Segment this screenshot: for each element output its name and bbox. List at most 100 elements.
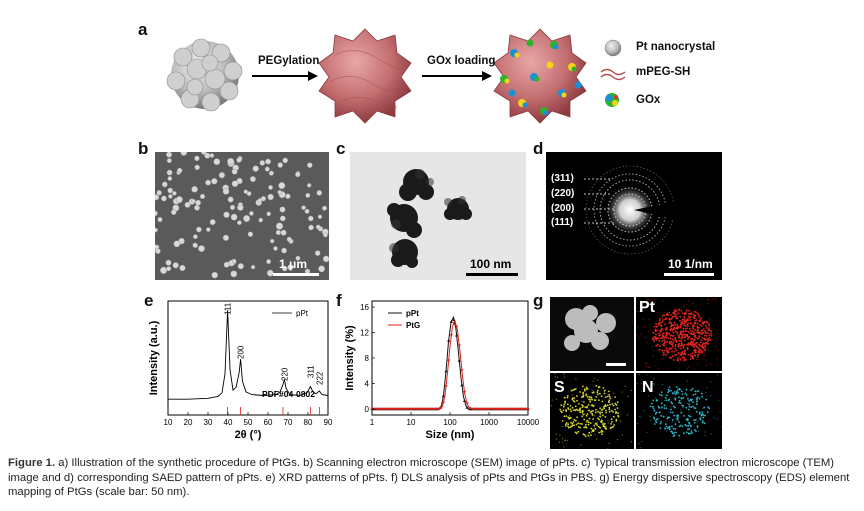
eds-dot <box>590 397 593 399</box>
eds-dot <box>599 392 601 395</box>
sem-particle <box>307 215 314 222</box>
sem-particle <box>243 215 251 223</box>
eds-dot <box>716 364 719 366</box>
eds-dot <box>679 356 681 358</box>
sem-particle <box>322 232 328 238</box>
eds-dot <box>584 413 586 415</box>
eds-dot <box>588 417 591 420</box>
eds-dot <box>611 426 614 428</box>
sem-particle <box>230 270 238 278</box>
eds-dot <box>679 339 682 342</box>
eds-dot <box>586 396 589 398</box>
eds-scalebar <box>606 363 626 366</box>
eds-dot <box>679 402 682 404</box>
eds-dot <box>681 404 683 407</box>
sem-particle <box>161 181 168 188</box>
dls-marker-ptg <box>515 407 520 411</box>
step2-label: GOx loading <box>427 55 496 67</box>
eds-dot <box>660 322 662 324</box>
xrd-x-tick-label: 70 <box>284 418 293 427</box>
eds-dot <box>591 398 593 401</box>
dls-x-axis-title: Size (nm) <box>426 429 475 441</box>
dls-marker-ptg <box>444 385 448 388</box>
eds-dot <box>587 404 590 406</box>
dls-marker-ptg <box>439 406 443 410</box>
eds-dot <box>654 301 656 303</box>
eds-dot <box>602 423 604 425</box>
eds-dot <box>653 377 655 379</box>
dls-frame <box>371 300 529 416</box>
eds-dot <box>695 410 698 413</box>
eds-dot <box>701 351 704 354</box>
eds-dot <box>580 444 582 446</box>
eds-dot <box>660 391 663 394</box>
eds-dot <box>693 315 696 318</box>
saed-ring-111: (111) <box>551 217 574 228</box>
sem-particle <box>194 155 200 162</box>
eds-dot <box>551 399 553 401</box>
eds-dot <box>661 396 663 398</box>
eds-dot <box>592 421 594 423</box>
eds-dot <box>683 432 685 435</box>
eds-dot <box>582 433 585 436</box>
eds-dot <box>691 343 693 345</box>
eds-dot <box>652 405 654 408</box>
eds-dot <box>661 354 663 356</box>
eds-dot <box>601 433 603 435</box>
eds-dot <box>559 408 562 411</box>
eds-dot <box>566 395 569 397</box>
eds-dot <box>595 385 598 387</box>
sem-particle <box>315 224 321 230</box>
eds-dot <box>567 439 569 441</box>
eds-dot <box>692 394 695 396</box>
eds-dot <box>682 333 685 336</box>
eds-haadf-tile <box>550 297 636 373</box>
eds-dot <box>710 333 712 335</box>
pt-nanocrystal-cluster <box>166 38 243 112</box>
eds-dot <box>689 327 691 330</box>
eds-dot <box>693 421 696 424</box>
eds-dot <box>608 399 611 402</box>
eds-dot <box>690 332 693 334</box>
eds-dot <box>688 403 690 406</box>
eds-dot <box>586 413 589 416</box>
eds-dot <box>670 327 673 330</box>
eds-dot <box>578 403 580 405</box>
eds-dot <box>571 398 574 401</box>
eds-dot <box>716 374 719 376</box>
eds-dot <box>701 421 704 424</box>
eds-dot <box>589 411 592 414</box>
eds-dot <box>692 315 694 317</box>
dls-marker-ptg <box>425 407 430 411</box>
eds-dot <box>643 369 645 371</box>
eds-dot <box>572 421 575 423</box>
eds-dot <box>638 337 640 339</box>
eds-dot <box>690 355 692 358</box>
dls-marker-ptg <box>436 407 440 411</box>
eds-dot <box>592 429 595 432</box>
eds-dot <box>679 326 681 329</box>
eds-dot <box>694 334 697 337</box>
eds-dot <box>707 298 709 300</box>
eds-dot <box>707 406 709 408</box>
eds-dot <box>643 410 645 412</box>
eds-dot <box>596 421 598 424</box>
eds-dot <box>710 395 712 397</box>
eds-dot <box>714 298 716 300</box>
eds-dot <box>655 333 657 336</box>
eds-dot <box>599 411 601 414</box>
eds-dot <box>598 418 600 421</box>
eds-dot <box>668 399 670 402</box>
sem-particle <box>167 187 174 194</box>
eds-dot <box>703 422 706 425</box>
eds-dot <box>664 396 667 399</box>
eds-dot <box>574 405 577 408</box>
xrd-x-tick-label: 10 <box>164 418 173 427</box>
eds-dot <box>656 328 658 330</box>
eds-dot <box>588 398 590 401</box>
eds-dot <box>669 337 672 339</box>
dls-marker-ptg <box>417 407 422 411</box>
eds-dot <box>683 305 685 307</box>
eds-dot <box>689 322 692 325</box>
dls-marker-ptg <box>404 407 408 411</box>
